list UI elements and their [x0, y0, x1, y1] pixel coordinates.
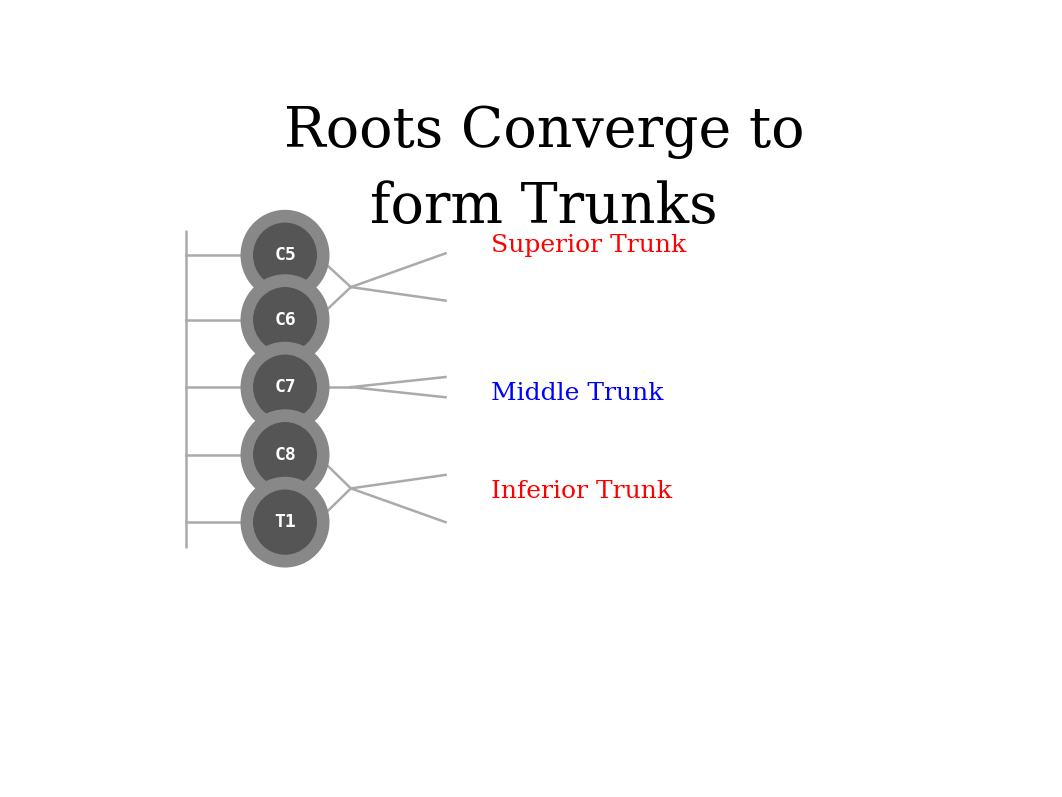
Ellipse shape: [247, 281, 323, 358]
Text: Roots Converge to
form Trunks: Roots Converge to form Trunks: [284, 104, 805, 234]
Ellipse shape: [254, 422, 316, 486]
Ellipse shape: [247, 484, 323, 560]
Ellipse shape: [247, 349, 323, 426]
Ellipse shape: [247, 217, 323, 293]
Text: Superior Trunk: Superior Trunk: [491, 234, 686, 257]
Text: C5: C5: [274, 246, 296, 264]
Ellipse shape: [254, 490, 316, 554]
Ellipse shape: [241, 210, 329, 300]
Ellipse shape: [254, 355, 316, 419]
Ellipse shape: [247, 416, 323, 493]
Ellipse shape: [241, 275, 329, 364]
Text: C6: C6: [274, 311, 296, 328]
Text: C7: C7: [274, 378, 296, 396]
Text: C8: C8: [274, 446, 296, 464]
Ellipse shape: [241, 343, 329, 432]
Ellipse shape: [241, 410, 329, 500]
Text: Inferior Trunk: Inferior Trunk: [491, 480, 672, 503]
Text: Middle Trunk: Middle Trunk: [491, 382, 664, 405]
Ellipse shape: [241, 477, 329, 567]
Ellipse shape: [254, 223, 316, 287]
Text: T1: T1: [274, 513, 296, 531]
Ellipse shape: [254, 288, 316, 351]
